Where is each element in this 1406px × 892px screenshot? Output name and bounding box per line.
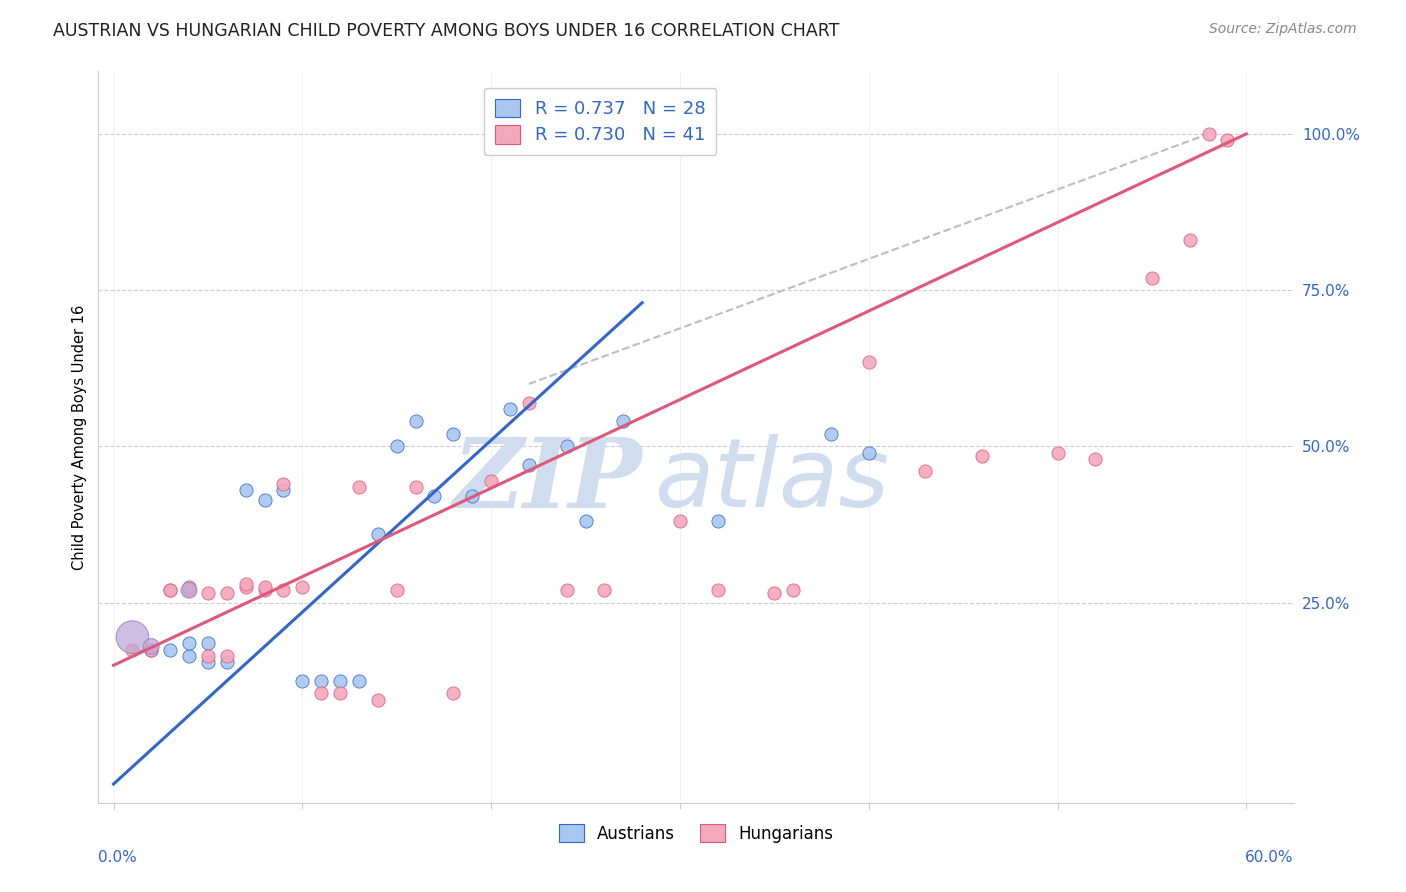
- Point: [273, 483, 295, 498]
- Point: [235, 577, 257, 591]
- Point: [235, 483, 257, 498]
- Text: AUSTRIAN VS HUNGARIAN CHILD POVERTY AMONG BOYS UNDER 16 CORRELATION CHART: AUSTRIAN VS HUNGARIAN CHILD POVERTY AMON…: [53, 22, 839, 40]
- Point: [593, 583, 616, 598]
- Point: [367, 527, 389, 541]
- Point: [763, 586, 786, 600]
- Point: [858, 446, 880, 460]
- Point: [329, 686, 352, 700]
- Point: [367, 692, 389, 706]
- Point: [405, 480, 427, 494]
- Point: [141, 642, 163, 657]
- Point: [555, 583, 578, 598]
- Point: [159, 642, 181, 657]
- Point: [177, 580, 200, 594]
- Point: [197, 586, 219, 600]
- Point: [385, 583, 408, 598]
- Text: 0.0%: 0.0%: [98, 850, 138, 865]
- Point: [461, 490, 484, 504]
- Point: [121, 642, 143, 657]
- Point: [197, 655, 219, 669]
- Point: [177, 583, 200, 598]
- Point: [253, 580, 276, 594]
- Point: [385, 440, 408, 454]
- Point: [405, 414, 427, 428]
- Point: [1084, 452, 1107, 467]
- Point: [858, 355, 880, 369]
- Point: [121, 630, 143, 644]
- Point: [423, 490, 446, 504]
- Point: [1216, 133, 1239, 147]
- Text: atlas: atlas: [654, 434, 889, 527]
- Point: [273, 583, 295, 598]
- Point: [197, 636, 219, 650]
- Point: [215, 655, 238, 669]
- Point: [706, 515, 728, 529]
- Text: ZIP: ZIP: [453, 434, 643, 528]
- Legend: Austrians, Hungarians: Austrians, Hungarians: [553, 818, 839, 849]
- Point: [706, 583, 728, 598]
- Point: [177, 583, 200, 598]
- Y-axis label: Child Poverty Among Boys Under 16: Child Poverty Among Boys Under 16: [72, 304, 87, 570]
- Point: [159, 583, 181, 598]
- Point: [253, 583, 276, 598]
- Point: [329, 673, 352, 688]
- Point: [1046, 446, 1069, 460]
- Point: [177, 648, 200, 663]
- Point: [1140, 270, 1163, 285]
- Point: [782, 583, 804, 598]
- Point: [517, 458, 540, 473]
- Point: [347, 673, 370, 688]
- Point: [253, 492, 276, 507]
- Point: [159, 583, 181, 598]
- Point: [914, 465, 936, 479]
- Point: [291, 673, 314, 688]
- Text: Source: ZipAtlas.com: Source: ZipAtlas.com: [1209, 22, 1357, 37]
- Point: [177, 636, 200, 650]
- Point: [479, 474, 502, 488]
- Point: [1198, 127, 1220, 141]
- Point: [499, 401, 522, 416]
- Point: [215, 648, 238, 663]
- Point: [612, 414, 634, 428]
- Point: [669, 515, 692, 529]
- Text: 60.0%: 60.0%: [1246, 850, 1294, 865]
- Point: [141, 642, 163, 657]
- Point: [309, 673, 332, 688]
- Point: [555, 440, 578, 454]
- Point: [197, 648, 219, 663]
- Point: [441, 686, 464, 700]
- Point: [273, 477, 295, 491]
- Point: [347, 480, 370, 494]
- Point: [215, 586, 238, 600]
- Point: [574, 515, 596, 529]
- Point: [235, 580, 257, 594]
- Point: [970, 449, 993, 463]
- Point: [1178, 233, 1201, 247]
- Point: [820, 426, 842, 441]
- Point: [441, 426, 464, 441]
- Point: [517, 395, 540, 409]
- Point: [309, 686, 332, 700]
- Point: [141, 640, 163, 654]
- Point: [291, 580, 314, 594]
